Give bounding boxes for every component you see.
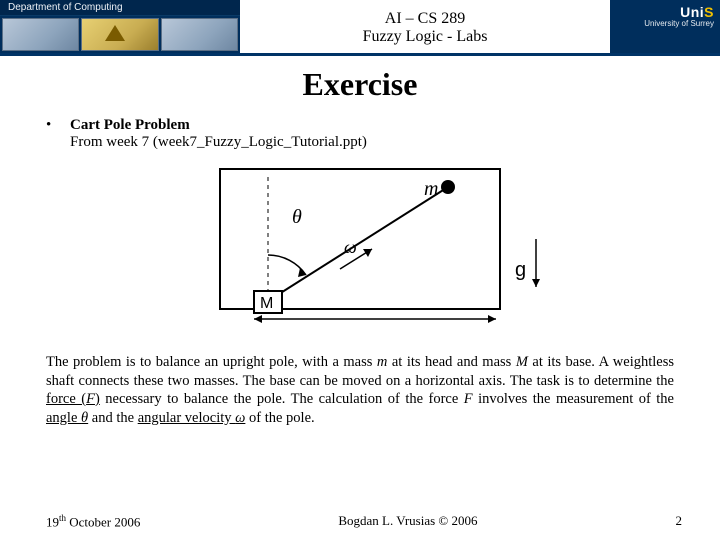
- photo-strip: [0, 16, 240, 53]
- unis-logo: UniS: [680, 4, 714, 20]
- banner-photo: [161, 18, 238, 51]
- theta-label: θ: [292, 206, 302, 228]
- bullet-item: • Cart Pole Problem From week 7 (week7_F…: [46, 117, 674, 151]
- footer-author: Bogdan L. Vrusias © 2006: [338, 513, 477, 530]
- department-label: Department of Computing: [0, 0, 240, 16]
- course-code: AI – CS 289: [385, 10, 465, 28]
- banner-photo: [2, 18, 79, 51]
- university-badge: UniS University of Surrey: [610, 0, 720, 53]
- m-label: m: [424, 178, 438, 200]
- slide-header: Department of Computing AI – CS 289 Fuzz…: [0, 0, 720, 56]
- slide-content: • Cart Pole Problem From week 7 (week7_F…: [0, 103, 720, 427]
- course-title-block: AI – CS 289 Fuzzy Logic - Labs: [240, 0, 610, 53]
- problem-subline: From week 7 (week7_Fuzzy_Logic_Tutorial.…: [70, 134, 367, 151]
- slide-footer: 19th October 2006 Bogdan L. Vrusias © 20…: [0, 513, 720, 530]
- footer-page-number: 2: [675, 513, 682, 530]
- footer-date: 19th October 2006: [46, 513, 140, 530]
- slide-title: Exercise: [0, 66, 720, 103]
- cart-pole-diagram: θ m ω M g: [220, 169, 500, 339]
- problem-heading: Cart Pole Problem: [70, 117, 367, 134]
- header-left-banner: Department of Computing: [0, 0, 240, 53]
- diagram-svg: θ m ω M: [220, 169, 560, 339]
- omega-label: ω: [344, 237, 357, 257]
- course-subtitle: Fuzzy Logic - Labs: [363, 28, 488, 46]
- banner-photo: [81, 18, 158, 51]
- g-label: g: [515, 259, 526, 282]
- big-m-label: M: [260, 295, 273, 312]
- problem-description: The problem is to balance an upright pol…: [46, 353, 674, 427]
- university-name: University of Surrey: [644, 20, 714, 29]
- bullet-marker: •: [46, 117, 52, 151]
